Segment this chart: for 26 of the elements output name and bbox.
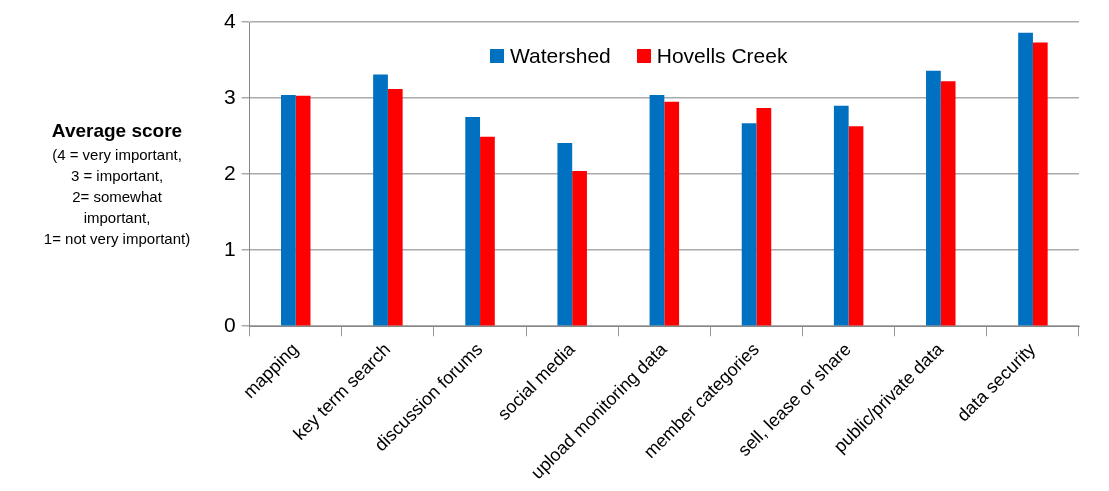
bar: [480, 136, 495, 326]
y-tick-label: 4: [223, 8, 236, 32]
y-tick-label: 0: [223, 313, 236, 337]
bar: [572, 171, 587, 326]
bar: [1032, 42, 1048, 326]
bar: [1018, 32, 1033, 326]
y-tick-label: 2: [223, 160, 236, 184]
bar: [756, 107, 772, 326]
bar: [926, 70, 941, 326]
bar: [940, 81, 956, 326]
bar: [848, 126, 864, 326]
bar: [373, 74, 388, 326]
legend-label: Watershed: [510, 44, 611, 68]
bar: [281, 95, 296, 326]
bar: [295, 95, 311, 326]
y-tick-label: 3: [223, 84, 236, 108]
bar: [664, 101, 680, 326]
bar: [387, 88, 403, 326]
legend-label: Hovells Creek: [656, 44, 788, 68]
bar: [741, 123, 757, 326]
bar: [833, 105, 849, 326]
y-axis-title: Average score (4 = very important, 3 = important, 2= somewhat important, 1= not very important): [42, 119, 192, 249]
bar: [649, 95, 665, 326]
bar: [465, 117, 481, 326]
y-tick-label: 1: [223, 236, 236, 260]
bar: [557, 142, 573, 326]
